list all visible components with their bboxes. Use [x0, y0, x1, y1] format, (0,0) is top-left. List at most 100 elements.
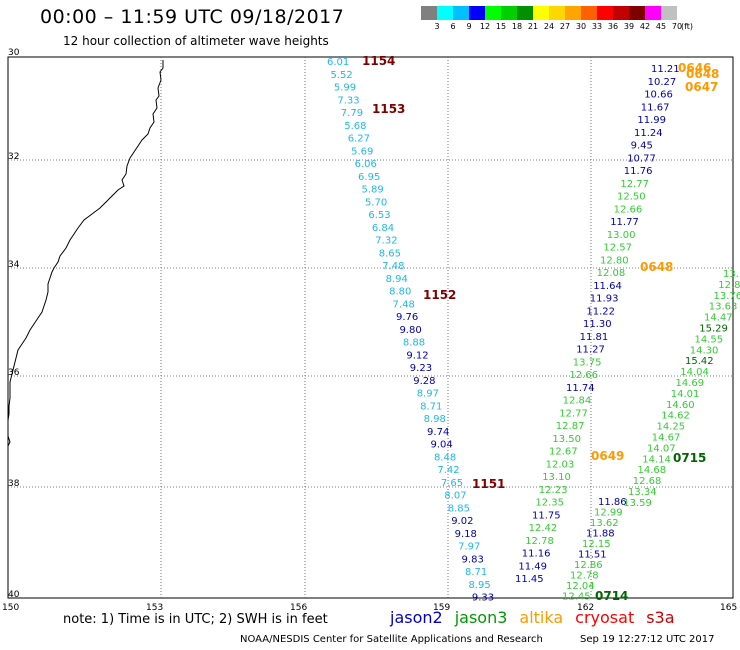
track1-value: 9.80	[399, 325, 421, 336]
legend-label-24: 24	[543, 22, 555, 31]
track4-value: 14.60	[666, 400, 695, 411]
track4-value: 14.47	[704, 313, 733, 324]
track2-value: 9.45	[631, 141, 653, 152]
track3-value: 12.86	[574, 560, 603, 571]
track1-time-label: 1153	[372, 102, 405, 116]
satellite-jason3: jason3	[454, 608, 508, 627]
track2-time-label: 0646	[678, 61, 711, 75]
legend-box-21	[517, 6, 533, 20]
track4-value: 14.55	[695, 334, 724, 345]
track4-value: 13.	[723, 269, 739, 280]
lat-label-40: 40	[8, 590, 20, 600]
legend-color-boxes	[421, 6, 677, 20]
track4-value: 14.69	[676, 378, 705, 389]
track2-value: 12.08	[597, 268, 626, 279]
track2-time-label: 0649	[591, 449, 624, 463]
track1-value: 9.23	[410, 363, 432, 374]
footer-timestamp: Sep 19 12:27:12 UTC 2017	[580, 634, 715, 645]
track4-value: 13.76	[714, 291, 740, 302]
track2-value: 11.67	[641, 102, 670, 113]
track4-value: 14.25	[657, 422, 686, 433]
track4-value: 13.63	[709, 302, 738, 313]
track4-time-label: 0715	[673, 451, 706, 465]
legend-label-33: 33	[591, 22, 603, 31]
track2-value: 12.35	[535, 498, 564, 509]
track1-time-label: 1154	[362, 54, 395, 68]
track1-time-label: 1151	[472, 477, 505, 491]
track3-time-label: 0714	[595, 589, 628, 603]
track2-value: 11.30	[583, 319, 612, 330]
legend-box-33	[581, 6, 597, 20]
satellite-jason2: jason2	[390, 608, 443, 627]
track1-value: 7.48	[382, 261, 404, 272]
track4-value: 14.62	[661, 411, 690, 422]
track2-time-label: 0648	[686, 67, 719, 81]
track1-value: 9.12	[406, 350, 428, 361]
legend-unit: (ft)	[680, 22, 694, 31]
page-title: 00:00 – 11:59 UTC 09/18/2017	[40, 6, 345, 28]
track2-value: 12.42	[529, 523, 558, 534]
track1-value: 8.97	[417, 389, 439, 400]
track2-value: 12.66	[614, 204, 643, 215]
track2-value: 12.80	[600, 255, 629, 266]
track3-value: 12.15	[582, 539, 611, 550]
track1-value: 7.33	[337, 95, 359, 106]
track2-value: 11.77	[610, 217, 639, 228]
track1-value: 5.68	[344, 121, 366, 132]
legend-label-36: 36	[607, 22, 619, 31]
lon-label-159: 159	[433, 603, 451, 613]
track2-value: 12.87	[556, 421, 585, 432]
lon-label-162: 162	[577, 603, 595, 613]
legend-box-42	[629, 6, 645, 20]
track2-value: 12.57	[603, 243, 632, 254]
track2-value: 10.77	[627, 153, 656, 164]
track3-value: 12.99	[594, 508, 623, 519]
track1-value: 5.89	[362, 185, 384, 196]
track1-value: 9.18	[455, 529, 477, 540]
track1-value: 7.42	[437, 465, 459, 476]
track2-value: 11.22	[586, 306, 615, 317]
track2-value: 12.84	[563, 396, 592, 407]
legend-box-70	[661, 6, 677, 20]
track1-value: 5.69	[351, 146, 373, 157]
grid-lines	[8, 57, 733, 598]
legend-label-39: 39	[623, 22, 635, 31]
track1-value: 7.97	[458, 542, 480, 553]
legend-label-30: 30	[575, 22, 587, 31]
track1-value: 8.85	[448, 503, 470, 514]
track2-value: 11.75	[532, 510, 561, 521]
color-legend: 3 6 9 12 15 18 21 24 27 30 33 36 39 42 45 70 (ft)	[421, 6, 693, 31]
track1-value: 7.79	[341, 108, 363, 119]
legend-box-36	[597, 6, 613, 20]
track1-value: 9.28	[413, 376, 435, 387]
legend-label-9: 9	[466, 22, 472, 31]
track4-value: 13.34	[628, 487, 657, 498]
track3-value: 12.78	[570, 571, 599, 582]
track2-value: 12.77	[559, 408, 588, 419]
track2-value: 11.93	[590, 294, 619, 305]
lat-label-30: 30	[8, 48, 20, 58]
lat-label-32: 32	[8, 152, 20, 162]
track3-value: 12.04	[566, 581, 595, 592]
track1-value: 6.27	[348, 134, 370, 145]
track2-value: 11.27	[576, 345, 605, 356]
track2-value: 10.27	[648, 77, 677, 88]
track2-value: 12.78	[525, 536, 554, 547]
lat-label-34: 34	[8, 260, 20, 270]
track4-value: 14.01	[671, 389, 700, 400]
track1-value: 7.65	[441, 478, 463, 489]
legend-label-27: 27	[559, 22, 571, 31]
track4-value: 15.42	[685, 356, 714, 367]
track1-value: 8.88	[403, 338, 425, 349]
legend-label-42: 42	[639, 22, 651, 31]
note-text: note: 1) Time is in UTC; 2) SWH is in fe…	[63, 612, 328, 627]
track4-value: 14.07	[647, 443, 676, 454]
track2-value: 11.74	[566, 383, 595, 394]
track1-value: 9.33	[472, 593, 494, 604]
track3-value: 11.86	[598, 497, 627, 508]
track2-value: 11.45	[515, 574, 544, 585]
track2-value: 12.67	[549, 447, 578, 458]
legend-box-6	[437, 6, 453, 20]
legend-label-45: 45	[655, 22, 667, 31]
